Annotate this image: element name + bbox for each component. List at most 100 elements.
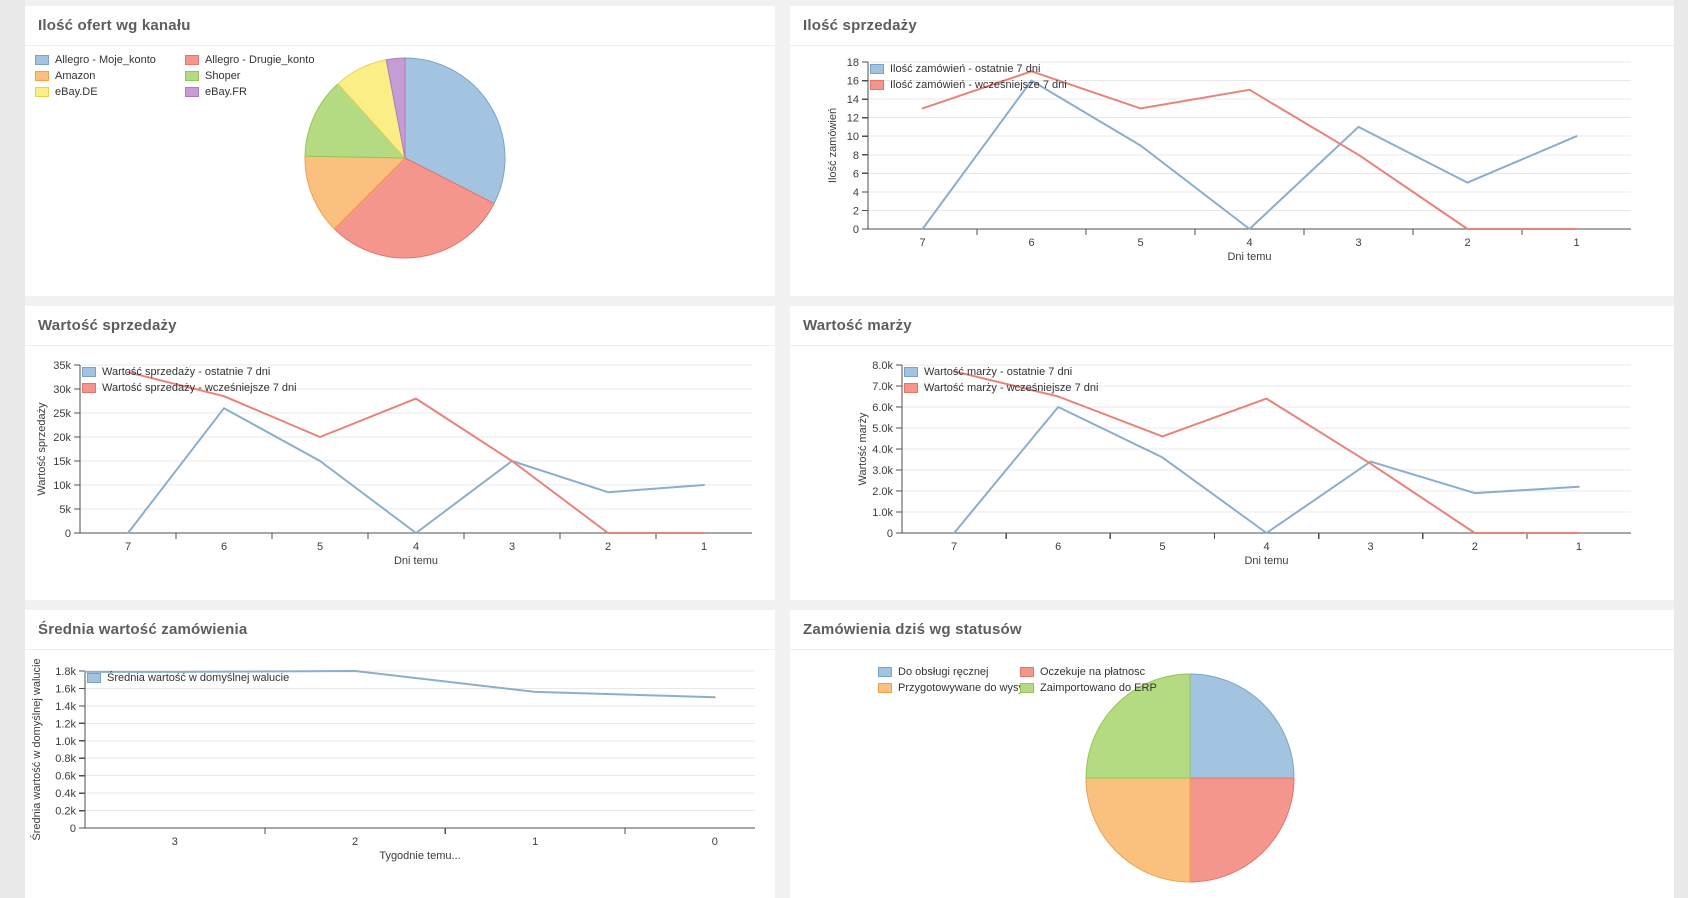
panel-sales-count: Ilość sprzedaży 0 2 4 6 8 10 12 14 16 18 7 6 5 4 3 2 1 Dn… (790, 6, 1674, 296)
x-tick-label: 3 (509, 541, 515, 553)
x-tick-label: 2 (605, 541, 611, 553)
y-axis-title: Ilość zamówień (827, 108, 839, 183)
pie-slice-4 (304, 83, 406, 159)
y-tick-label: 0 (70, 823, 76, 835)
y-tick-label: 6.0k (872, 402, 893, 414)
pie-slice-4 (1085, 673, 1191, 779)
y-tick-label: 15k (53, 456, 71, 468)
y-tick-label: 5k (59, 504, 71, 516)
y-axis-title: Średnia wartość w domyślnej walucie (30, 658, 43, 840)
legend-label: Zaimportowano do ERP (1040, 681, 1157, 694)
panel-sales-value: Wartość sprzedaży 0 5k 10k 15k 20k 25k 30k 35k 7… (25, 306, 775, 600)
panel-orders-today-by-status: Zamówienia dziś wg statusów Do obsługi r… (790, 610, 1674, 898)
legend-label: Shoper (205, 69, 241, 82)
green-swatch-icon (1020, 683, 1034, 693)
offers-by-channel-svg (304, 57, 506, 259)
legend-column: Allegro - Drugie_konto Shoper eBay.FR (185, 52, 314, 100)
legend-item: Amazon (35, 68, 185, 84)
x-tick-label: 6 (221, 541, 227, 553)
legend-item: Średnia wartość w domyślnej walucie (87, 670, 289, 686)
panel-header: Średnia wartość zamówienia (25, 610, 775, 650)
x-axis-title: Dni temu (394, 555, 438, 567)
legend-item: Allegro - Drugie_konto (185, 52, 314, 68)
y-tick-label: 14 (847, 94, 859, 106)
series-line-0 (84, 670, 716, 699)
panel-header: Wartość sprzedaży (25, 306, 775, 346)
chart-legend: Ilość zamówień - ostatnie 7 dni Ilość zam… (870, 61, 1067, 93)
legend-column: Allegro - Moje_konto Amazon eBay.DE (35, 52, 185, 100)
panel-header: Zamówienia dziś wg statusów (790, 610, 1674, 650)
y-tick-label: 8 (853, 150, 859, 162)
panel-title: Ilość sprzedaży (803, 17, 917, 34)
legend-item: Oczekuje na płatnosc (1020, 664, 1157, 680)
sales-value-svg: 0 5k 10k 15k 20k 25k 30k 35k 7 6 5 4 3 2 1 Dni temu Wart… (36, 360, 752, 567)
yellow-swatch-icon (35, 87, 49, 97)
legend-item: Shoper (185, 68, 314, 84)
x-tick-label: 2 (1464, 237, 1470, 249)
x-tick-label: 0 (712, 836, 718, 848)
margin-value-svg: 0 1.0k 2.0k 3.0k 4.0k 5.0k 6.0k 7.0k 8.0k 7 6 5 4 3 2 1… (857, 360, 1631, 567)
offers-by-channel-chart: Allegro - Moje_konto Amazon eBay.DE Allegro… (25, 46, 775, 296)
y-tick-label: 8.0k (872, 360, 893, 372)
green-swatch-icon (185, 71, 199, 81)
x-tick-label: 2 (1472, 541, 1478, 553)
y-tick-label: 25k (53, 408, 71, 420)
panel-header: Ilość sprzedaży (790, 6, 1674, 46)
x-tick-label: 4 (1246, 237, 1252, 249)
y-tick-label: 4.0k (872, 444, 893, 456)
panel-header: Wartość marży (790, 306, 1674, 346)
x-tick-label: 5 (1137, 237, 1143, 249)
legend-label: Amazon (55, 69, 96, 82)
legend-item: Ilość zamówień - ostatnie 7 dni (870, 61, 1067, 77)
legend-label: eBay.FR (205, 85, 247, 98)
margin-value-chart: 0 1.0k 2.0k 3.0k 4.0k 5.0k 6.0k 7.0k 8.0k 7 6 5 4 3 2 1… (790, 346, 1674, 600)
y-tick-label: 10 (847, 131, 859, 143)
series-line-1 (127, 371, 705, 534)
x-tick-label: 4 (1263, 541, 1269, 553)
legend-label: Wartość sprzedaży - wcześniejsze 7 dni (102, 381, 297, 394)
red-swatch-icon (185, 55, 199, 65)
y-tick-label: 1.0k (872, 507, 893, 519)
pie-slice-1 (1189, 673, 1295, 779)
legend-label: Wartość marży - ostatnie 7 dni (924, 365, 1073, 378)
y-tick-label: 10k (53, 480, 71, 492)
chart-legend: Wartość marży - ostatnie 7 dni Wartość ma… (904, 364, 1098, 396)
panel-title: Średnia wartość zamówienia (38, 621, 248, 638)
orange-swatch-icon (878, 683, 892, 693)
series-line-0 (953, 406, 1580, 534)
x-tick-label: 4 (413, 541, 419, 553)
pie-slice-3 (304, 155, 406, 230)
avg-order-value-svg: 0 0.2k 0.4k 0.6k 0.8k 1.0k 1.2k 1.4k 1.6k 1.8k 3 2 1… (30, 658, 755, 862)
blue-swatch-icon (87, 673, 101, 683)
y-tick-label: 2 (853, 205, 859, 217)
panel-avg-order-value: Średnia wartość zamówienia 0 0.2k 0.4k 0.6k… (25, 610, 775, 898)
y-axis-title: Wartość sprzedaży (36, 402, 48, 496)
legend-item: eBay.FR (185, 84, 314, 100)
red-swatch-icon (904, 383, 918, 393)
y-tick-label: 1.4k (55, 701, 76, 713)
legend-label: Oczekuje na płatnosc (1040, 665, 1146, 678)
x-tick-label: 6 (1028, 237, 1034, 249)
legend-label: Przygotowywane do wysyłki (898, 681, 1035, 694)
y-tick-label: 1.6k (55, 683, 76, 695)
y-tick-label: 20k (53, 432, 71, 444)
legend-label: Do obsługi ręcznej (898, 665, 989, 678)
red-swatch-icon (870, 80, 884, 90)
legend-item: Allegro - Moje_konto (35, 52, 185, 68)
pie-slice-6 (385, 57, 406, 159)
legend-item: Ilość zamówień - wcześniejsze 7 dni (870, 77, 1067, 93)
x-tick-label: 1 (1576, 541, 1582, 553)
blue-swatch-icon (870, 64, 884, 74)
chart-legend: Wartość sprzedaży - ostatnie 7 dni Wartoś… (82, 364, 297, 396)
x-tick-label: 6 (1055, 541, 1061, 553)
pie-slice-2 (1189, 777, 1295, 883)
purple-swatch-icon (185, 87, 199, 97)
x-tick-label: 1 (532, 836, 538, 848)
y-tick-label: 1.0k (55, 736, 76, 748)
legend-label: eBay.DE (55, 85, 98, 98)
legend-label: Ilość zamówień - ostatnie 7 dni (890, 62, 1041, 75)
x-axis-title: Dni temu (1227, 251, 1271, 263)
y-tick-label: 7.0k (872, 381, 893, 393)
legend-column: Ilość zamówień - ostatnie 7 dni Ilość zam… (870, 61, 1067, 93)
y-tick-label: 30k (53, 384, 71, 396)
